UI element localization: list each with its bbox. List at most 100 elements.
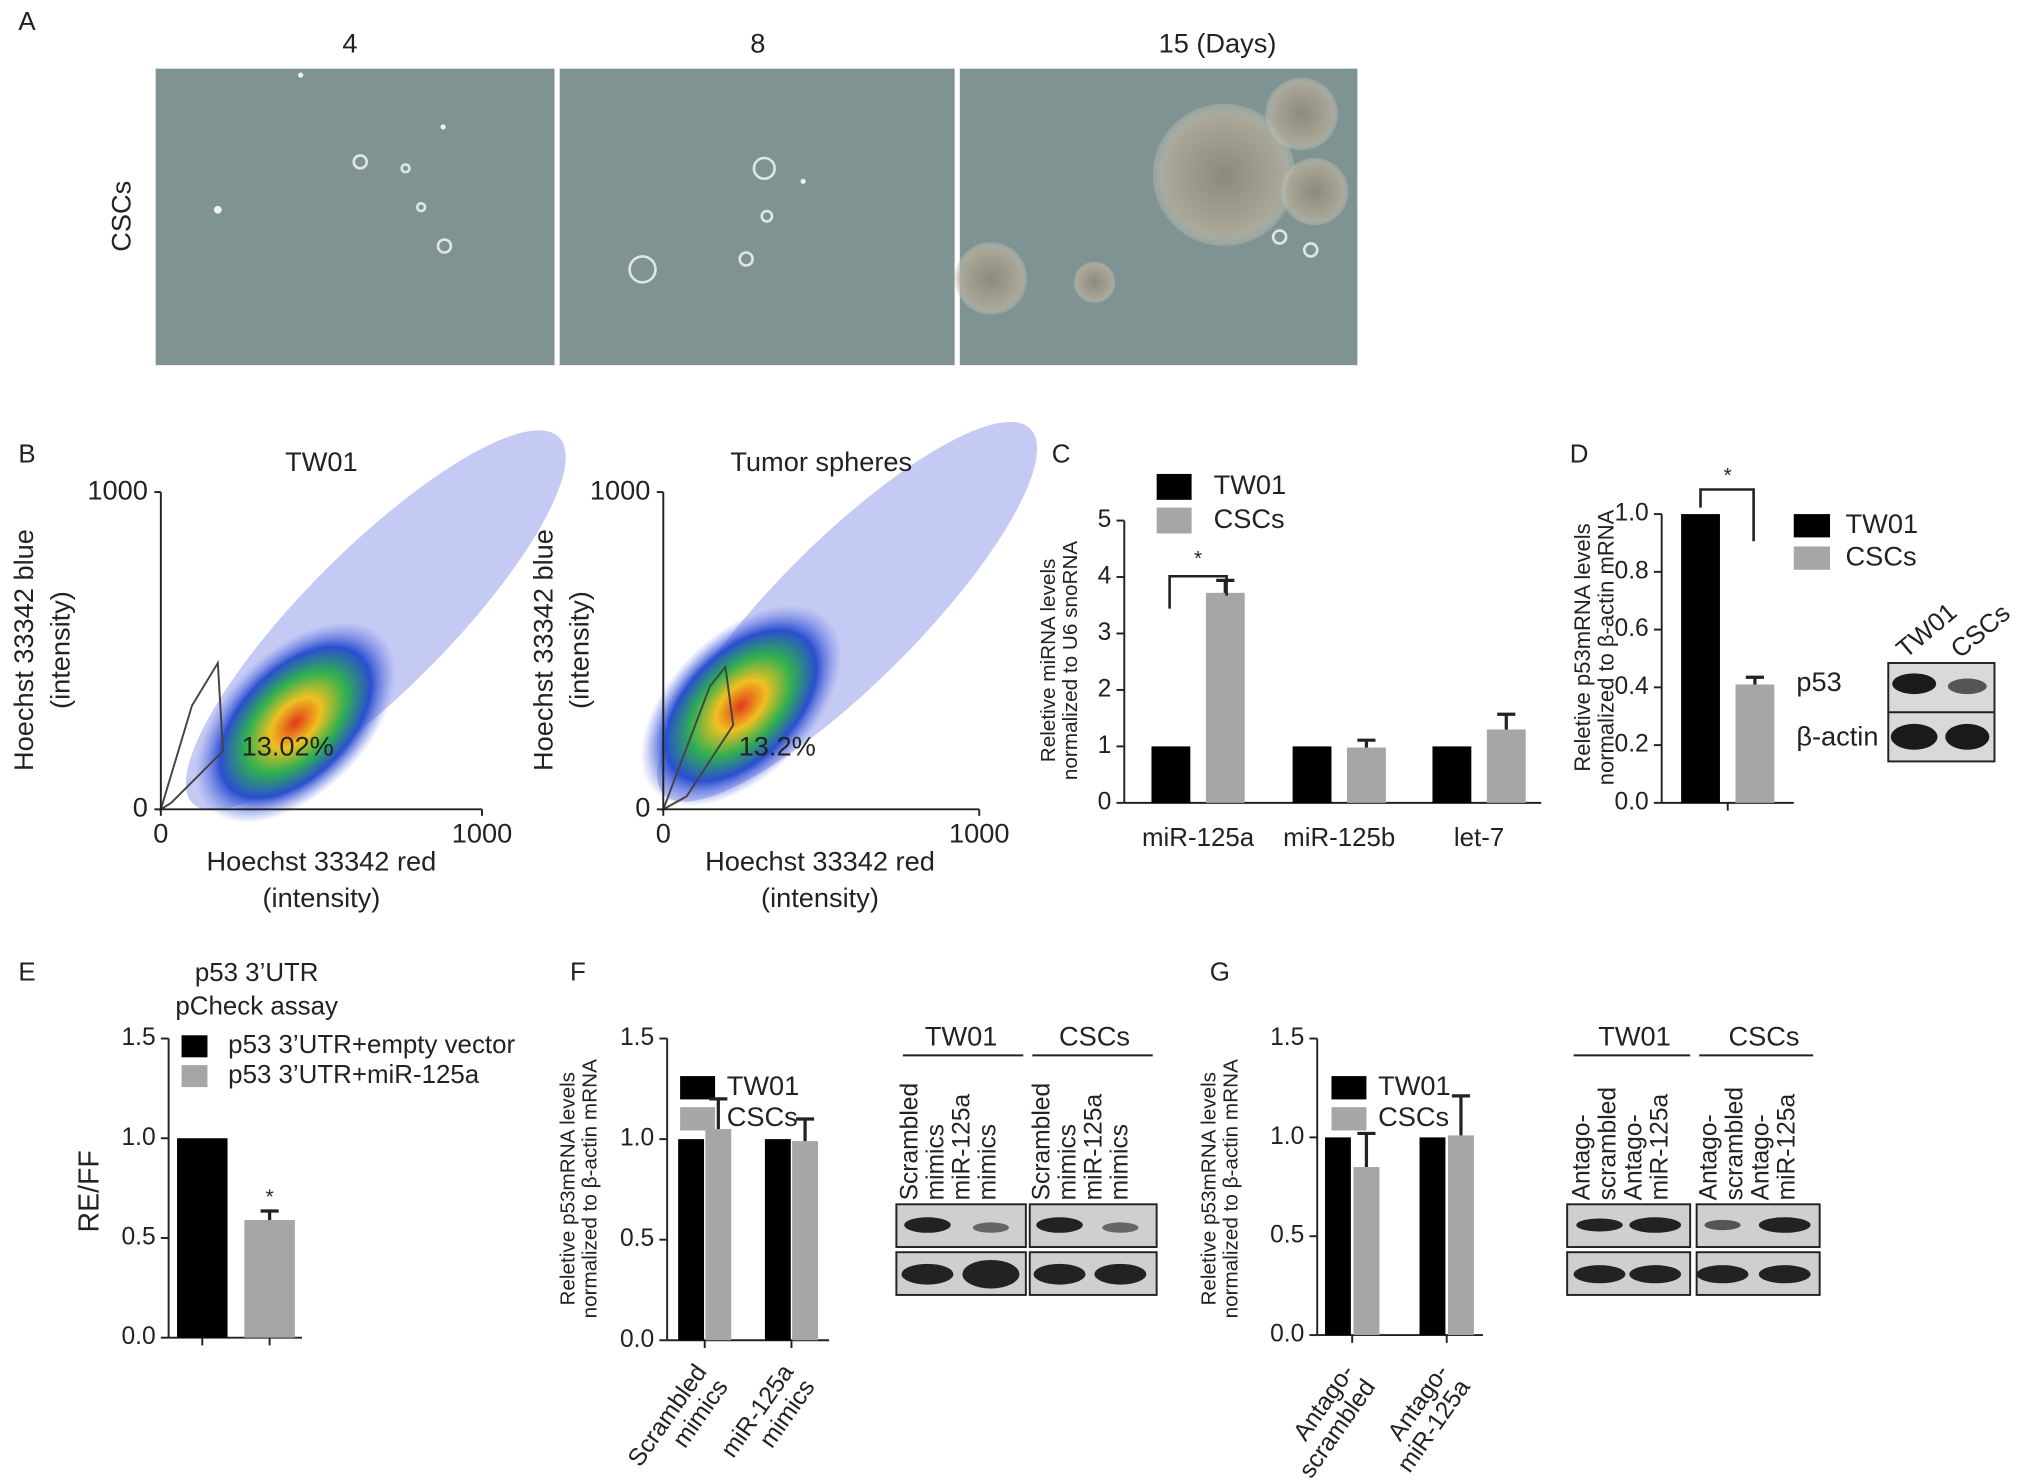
- chart-title: TW01: [285, 446, 358, 477]
- event-density: [194, 622, 397, 824]
- bar: [1292, 746, 1332, 803]
- blot-group-label: TW01: [1598, 1021, 1671, 1052]
- chart-title: p53 3’UTR pCheck assay: [175, 959, 338, 1021]
- legend-label: CSCs: [1846, 540, 1917, 571]
- y-tick-label: 0: [635, 792, 650, 823]
- text-line: Hoechst 33342 blue: [8, 529, 39, 771]
- text-line: Scrambled: [1028, 1083, 1055, 1201]
- y-axis-label: Reletive p53mRNA levelsnormalized to β-a…: [557, 1059, 602, 1318]
- y-tick-label: 1.0: [620, 1125, 654, 1152]
- blot-lane-label: Scrambledmimics: [896, 1083, 949, 1201]
- text-line: miR-125a: [948, 1093, 975, 1200]
- legend-swatch: [680, 1076, 716, 1100]
- blot-lane-label: miR-125amimics: [1080, 1093, 1133, 1200]
- column-label: 4: [342, 28, 357, 59]
- legend-swatch: [680, 1107, 716, 1131]
- y-axis-label: Hoechst 33342 blue (intensity): [8, 529, 75, 771]
- bar: [1353, 1167, 1380, 1336]
- legend-swatch: [181, 1065, 208, 1088]
- y-axis-label: Reletive p53mRNA levelsnormalized to β-a…: [1570, 509, 1618, 785]
- annotation: 13.2%: [739, 731, 816, 762]
- legend-label: p53 3’UTR+miR-125a: [228, 1061, 480, 1089]
- bar: [177, 1138, 228, 1338]
- legend-label: CSCs: [727, 1101, 798, 1132]
- text-line: mimics: [974, 1124, 1001, 1201]
- text-line: Antago-: [1695, 1114, 1722, 1200]
- legend-label: TW01: [1378, 1070, 1451, 1101]
- blot-row-label: p53: [1796, 666, 1841, 697]
- text-line: (intensity): [564, 591, 595, 709]
- x-tick-label: Antago-miR-125a: [1371, 1359, 1476, 1477]
- y-tick-label: 0.5: [1270, 1222, 1304, 1249]
- y-tick-label: 1.5: [121, 1024, 155, 1051]
- x-tick-label: Scrambledmimics: [623, 1359, 734, 1484]
- text-line: p53 3’UTR: [195, 959, 319, 987]
- legend-swatch: [1156, 507, 1192, 534]
- gate: [159, 659, 224, 812]
- error-bar: [1357, 738, 1376, 748]
- panel-letter: A: [18, 8, 36, 36]
- annotation: *: [266, 1185, 274, 1208]
- text-line: Reletive p53mRNA levels: [1198, 1072, 1221, 1306]
- error-bar: [260, 1209, 279, 1221]
- bar: [764, 1139, 791, 1341]
- error-bar: [1745, 675, 1764, 685]
- bar: [678, 1139, 705, 1341]
- y-tick-label: 0.8: [1615, 557, 1649, 584]
- y-tick-label: 0.0: [1615, 788, 1649, 815]
- text-line: miR-125a: [1646, 1093, 1673, 1200]
- blot-group-label: TW01: [925, 1021, 998, 1052]
- column-label: 8: [750, 28, 765, 59]
- text-line: scrambled: [1721, 1087, 1748, 1200]
- text-line: Hoechst 33342 blue: [528, 529, 559, 771]
- error-bar: [1357, 1131, 1376, 1168]
- y-tick-label: 0: [133, 792, 148, 823]
- text-line: Hoechst 33342 red: [705, 846, 935, 877]
- legend-label: CSCs: [1214, 503, 1285, 534]
- x-tick-label: let-7: [1454, 824, 1504, 852]
- chart-title: Tumor spheres: [730, 446, 912, 477]
- legend-swatch: [1793, 514, 1831, 538]
- text-line: miR-125a: [1773, 1093, 1800, 1200]
- row-label: CSCs: [105, 181, 136, 252]
- text-line: (intensity): [761, 882, 879, 913]
- bar: [792, 1141, 819, 1341]
- x-tick-label: miR-125a: [1142, 824, 1255, 852]
- error-bar: [709, 1097, 728, 1130]
- y-tick-label: 1.0: [1615, 500, 1649, 527]
- event-density: [640, 605, 842, 807]
- y-axis-label: Hoechst 33342 blue (intensity): [528, 529, 595, 771]
- x-tick-label: miR-125b: [1283, 824, 1395, 852]
- blot-lane-label: Antago-miR-125a: [1620, 1093, 1673, 1200]
- blot-lane-label: Antago-scrambled: [1695, 1087, 1748, 1200]
- text-line: Antago-: [1568, 1114, 1595, 1200]
- legend-swatch: [181, 1035, 208, 1058]
- blot-lane-label: TW01: [1891, 598, 1962, 664]
- text-line: normalized to β-actin mRNA: [1593, 509, 1618, 785]
- panel-letter: E: [18, 959, 35, 987]
- text-line: normalized to U6 snoRNA: [1059, 541, 1082, 781]
- panel-letter: D: [1570, 441, 1589, 469]
- bar: [1486, 729, 1526, 803]
- legend-label: TW01: [1846, 508, 1919, 539]
- bar: [1205, 592, 1245, 803]
- x-tick-label: 1000: [949, 817, 1009, 848]
- y-tick-label: 1.5: [620, 1024, 654, 1051]
- y-axis-label: Reletive miRNA levelsnormalized to U6 sn…: [1037, 541, 1082, 781]
- y-tick-label: 0.4: [1615, 673, 1649, 700]
- bar: [1347, 747, 1386, 803]
- x-tick-label: 1000: [452, 817, 512, 848]
- significance-bracket: [1168, 574, 1228, 609]
- legend-swatch: [1331, 1076, 1367, 1100]
- x-tick-label: 0: [656, 817, 671, 848]
- blot-group-label: CSCs: [1059, 1021, 1130, 1052]
- y-tick-label: 1: [1098, 732, 1112, 759]
- text-line: scrambled: [1594, 1087, 1621, 1200]
- text-line: (intensity): [262, 882, 380, 913]
- y-tick-label: 3: [1098, 619, 1112, 646]
- column-label: 15 (Days): [1159, 28, 1277, 59]
- blot-row-label: β-actin: [1796, 720, 1878, 751]
- blot-lane-label: CSCs: [1946, 599, 2016, 664]
- text-line: normalized to β-actin mRNA: [579, 1059, 602, 1318]
